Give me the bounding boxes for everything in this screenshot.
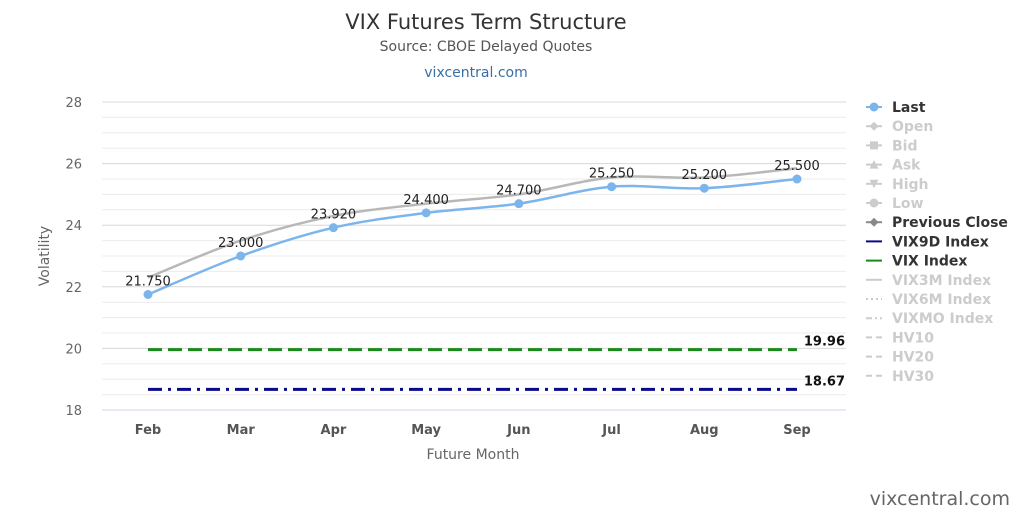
legend: Last Open Bid Ask High Low Previous Close VIX9D… [866, 100, 1008, 385]
x-axis-ticks: Feb Mar Apr May Jun Jul Aug Sep [135, 423, 811, 438]
y-axis-ticks: 18 20 22 24 26 28 [65, 96, 82, 419]
y-tick-label: 28 [65, 96, 82, 111]
series-previous-close [147, 166, 798, 279]
legend-marker-circle [869, 102, 879, 112]
end-label-vix9d-index: 18.67 [804, 374, 845, 389]
data-label: 23.000 [218, 236, 264, 251]
x-axis-title: Future Month [427, 447, 520, 463]
series-layer: 19.96 18.67 21.750 23.000 23.920 24.400 24.700… [125, 159, 845, 391]
data-label: 21.750 [125, 275, 171, 290]
x-tick-label: May [411, 423, 441, 438]
legend-label: VIX9D Index [892, 234, 989, 250]
legend-item-previous-close[interactable]: Previous Close [866, 215, 1008, 231]
legend-item-hv20[interactable]: HV20 [866, 350, 934, 366]
source-link[interactable]: vixcentral.com [424, 65, 527, 81]
data-label: 23.920 [311, 208, 357, 223]
x-tick-label: Feb [135, 423, 161, 438]
series-last: 21.750 23.000 23.920 24.400 24.700 25.250 25.2… [125, 159, 820, 299]
legend-item-bid[interactable]: Bid [866, 138, 918, 154]
data-label: 25.500 [774, 159, 820, 174]
data-point [699, 183, 709, 193]
y-tick-label: 24 [65, 219, 82, 234]
legend-label: VIX6M Index [892, 292, 991, 308]
data-point [236, 251, 246, 261]
data-point [143, 290, 153, 299]
legend-marker-triangle-down [869, 179, 879, 189]
legend-label: Ask [892, 158, 921, 174]
data-label: 24.400 [403, 193, 449, 208]
y-axis-title: Volatility [37, 226, 53, 286]
legend-marker-square [870, 141, 878, 150]
x-tick-label: Jun [506, 423, 530, 438]
legend-item-vix9d-index[interactable]: VIX9D Index [866, 234, 989, 250]
legend-label: Low [892, 196, 924, 212]
chart-title: VIX Futures Term Structure [345, 10, 626, 34]
x-tick-label: Jul [601, 423, 621, 438]
x-tick-label: Aug [690, 423, 719, 438]
data-label: 25.200 [682, 168, 728, 183]
legend-item-high[interactable]: High [866, 177, 929, 193]
legend-marker-diamond [869, 121, 879, 131]
legend-label: HV30 [892, 369, 934, 385]
data-label: 25.250 [589, 167, 635, 182]
legend-label: HV10 [892, 330, 934, 346]
legend-label: Open [892, 119, 933, 135]
legend-marker-circle [869, 198, 879, 208]
legend-label: VIX Index [892, 254, 967, 270]
x-tick-label: Apr [321, 423, 347, 438]
legend-item-vix-index[interactable]: VIX Index [866, 254, 967, 270]
y-tick-label: 18 [65, 404, 82, 419]
legend-item-hv30[interactable]: HV30 [866, 369, 934, 385]
series-vix9d-index: 18.67 [148, 374, 845, 391]
gridlines [102, 101, 846, 411]
legend-label: Last [892, 100, 926, 116]
y-tick-label: 26 [65, 158, 82, 173]
legend-item-vix3m-index[interactable]: VIX3M Index [866, 273, 991, 289]
legend-label: VIX3M Index [892, 273, 991, 289]
series-vix-index: 19.96 [148, 335, 845, 352]
x-tick-label: Sep [783, 423, 811, 438]
legend-label: VIXMO Index [892, 311, 993, 327]
watermark: vixcentral.com [870, 488, 1010, 510]
legend-item-last[interactable]: Last [866, 100, 926, 116]
x-tick-label: Mar [227, 423, 256, 438]
y-tick-label: 20 [65, 342, 82, 357]
chart-subtitle: Source: CBOE Delayed Quotes [380, 39, 593, 55]
legend-label: Previous Close [892, 215, 1008, 231]
y-tick-label: 22 [65, 281, 82, 296]
data-point [514, 199, 524, 209]
data-label: 24.700 [496, 184, 542, 199]
legend-item-open[interactable]: Open [866, 119, 933, 135]
legend-marker-triangle [869, 160, 879, 169]
legend-label: High [892, 177, 929, 193]
data-point [328, 223, 338, 233]
legend-label: Bid [892, 138, 918, 154]
legend-item-vixmo-index[interactable]: VIXMO Index [866, 311, 993, 327]
data-point [792, 174, 802, 184]
end-label-vix-index: 19.96 [804, 335, 845, 350]
legend-item-hv10[interactable]: HV10 [866, 330, 934, 346]
legend-label: HV20 [892, 350, 934, 366]
data-point [607, 182, 617, 192]
data-point [421, 208, 431, 218]
legend-item-vix6m-index[interactable]: VIX6M Index [866, 292, 991, 308]
legend-item-ask[interactable]: Ask [866, 158, 921, 174]
legend-item-low[interactable]: Low [866, 196, 924, 212]
series-line-previous-close [147, 166, 798, 279]
legend-marker-diamond [869, 217, 879, 227]
